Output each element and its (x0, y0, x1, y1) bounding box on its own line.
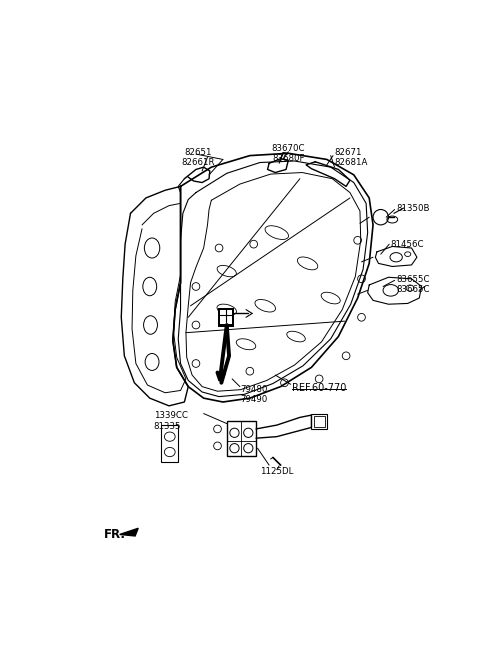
Text: 1339CC
81335: 1339CC 81335 (154, 411, 188, 430)
Text: 79480
79490: 79480 79490 (240, 385, 268, 404)
Text: 82651
82661R: 82651 82661R (181, 148, 215, 167)
Bar (161, 425, 178, 462)
Text: REF.60-770: REF.60-770 (292, 383, 347, 393)
Text: 81350B: 81350B (396, 204, 430, 213)
Text: 82671
82681A: 82671 82681A (335, 148, 368, 167)
Bar (314, 416, 324, 426)
Text: FR.: FR. (104, 527, 126, 540)
Text: 83655C
83665C: 83655C 83665C (396, 275, 430, 294)
Bar (227, 421, 256, 456)
Bar (220, 310, 232, 324)
Text: 81456C: 81456C (391, 240, 424, 250)
Bar (217, 308, 234, 327)
Polygon shape (120, 529, 138, 536)
Text: 83670C
83680F: 83670C 83680F (272, 144, 305, 164)
Bar (312, 413, 327, 429)
Text: 1125DL: 1125DL (260, 468, 293, 476)
